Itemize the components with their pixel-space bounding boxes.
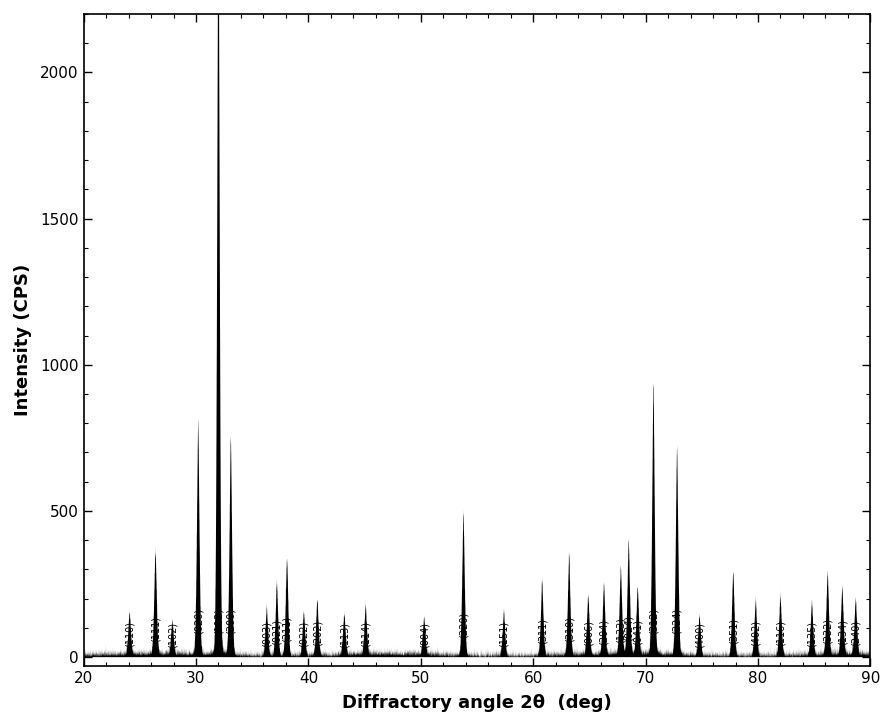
Text: (114): (114) (360, 621, 371, 647)
Y-axis label: Intensity (CPS): Intensity (CPS) (14, 264, 32, 416)
Text: (116): (116) (775, 620, 786, 646)
Text: (400): (400) (695, 621, 704, 648)
Text: (133): (133) (616, 617, 626, 643)
Text: (151): (151) (499, 621, 509, 648)
Text: (024): (024) (624, 615, 634, 641)
Text: (332): (332) (822, 618, 832, 644)
Text: (006): (006) (583, 620, 594, 646)
Text: (310): (310) (564, 616, 574, 643)
Text: (200): (200) (226, 608, 236, 634)
Text: (041): (041) (633, 619, 643, 645)
Text: (020): (020) (193, 608, 203, 634)
Text: (224): (224) (672, 608, 682, 634)
Text: (135): (135) (807, 621, 817, 647)
Text: (112): (112) (214, 608, 224, 634)
Text: (111): (111) (150, 616, 161, 642)
Text: (311): (311) (537, 619, 547, 645)
Text: (211): (211) (282, 616, 292, 643)
Text: (134): (134) (838, 619, 848, 645)
Text: (351): (351) (729, 617, 738, 643)
Text: (003): (003) (262, 621, 272, 647)
Text: (102): (102) (167, 622, 177, 648)
Text: (204): (204) (599, 619, 609, 645)
X-axis label: Diffractory angle 2θ  (deg): Diffractory angle 2θ (deg) (342, 694, 611, 712)
Text: (240): (240) (851, 620, 861, 646)
Text: (202): (202) (312, 620, 323, 646)
Text: (402): (402) (751, 620, 761, 646)
Text: (004): (004) (419, 622, 429, 648)
Text: (113): (113) (340, 621, 350, 648)
Text: (312): (312) (648, 608, 659, 634)
Text: (220): (220) (459, 612, 468, 638)
Text: (022): (022) (299, 621, 309, 648)
Text: (021): (021) (272, 619, 282, 645)
Text: (110): (110) (124, 621, 135, 648)
